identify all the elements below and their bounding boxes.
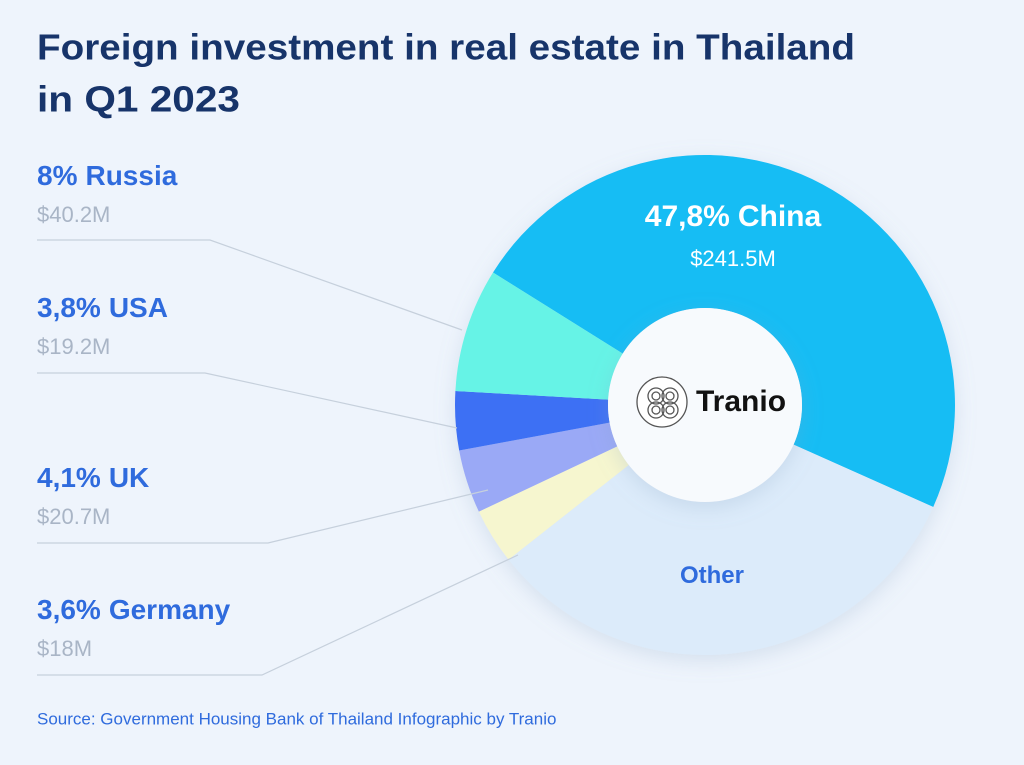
amount-label: $241.5M	[690, 246, 776, 271]
amount-label: $20.7M	[37, 504, 110, 529]
slice	[455, 272, 623, 400]
amount-label: $40.2M	[37, 202, 110, 227]
value-label: 3,6%	[37, 594, 101, 625]
category-label: Other	[680, 562, 744, 589]
slice	[492, 154, 955, 508]
slice-label: 3,8% USA	[37, 292, 168, 323]
slice-label: 4,1% UK	[37, 462, 149, 493]
category-label: China	[738, 200, 822, 233]
leader-line	[37, 554, 519, 676]
value-label: 8%	[37, 160, 78, 191]
donut	[455, 154, 955, 655]
category-label: Russia	[85, 160, 177, 191]
logo-icon	[636, 376, 688, 428]
leader-lines	[37, 239, 519, 676]
source: Source: Government Housing Bank of Thail…	[37, 709, 556, 728]
slice	[455, 391, 610, 451]
leader-line	[37, 239, 463, 331]
slice-label: 3,6% Germany	[37, 594, 231, 625]
value-label: 47,8%	[645, 200, 730, 233]
chart-title: Foreign investment in real estate in Tha…	[37, 27, 855, 68]
leader-line	[37, 489, 489, 544]
logo-text: Tranio	[696, 385, 786, 418]
category-label: UK	[109, 462, 149, 493]
slice-label: 8% Russia	[37, 160, 178, 191]
value-label: 4,1%	[37, 462, 101, 493]
slice-label: Other	[680, 562, 744, 589]
leader-line	[37, 372, 458, 429]
slice	[459, 422, 618, 512]
category-label: USA	[109, 292, 168, 323]
amount-label: $18M	[37, 636, 92, 661]
category-label: Germany	[109, 594, 231, 625]
donut-center	[608, 308, 802, 502]
chart-title: in Q1 2023	[37, 79, 240, 120]
value-label: 3,8%	[37, 292, 101, 323]
slice	[508, 444, 934, 655]
slice	[478, 446, 629, 560]
slice-label: 47,8% China	[645, 200, 822, 233]
amount-label: $19.2M	[37, 334, 110, 359]
